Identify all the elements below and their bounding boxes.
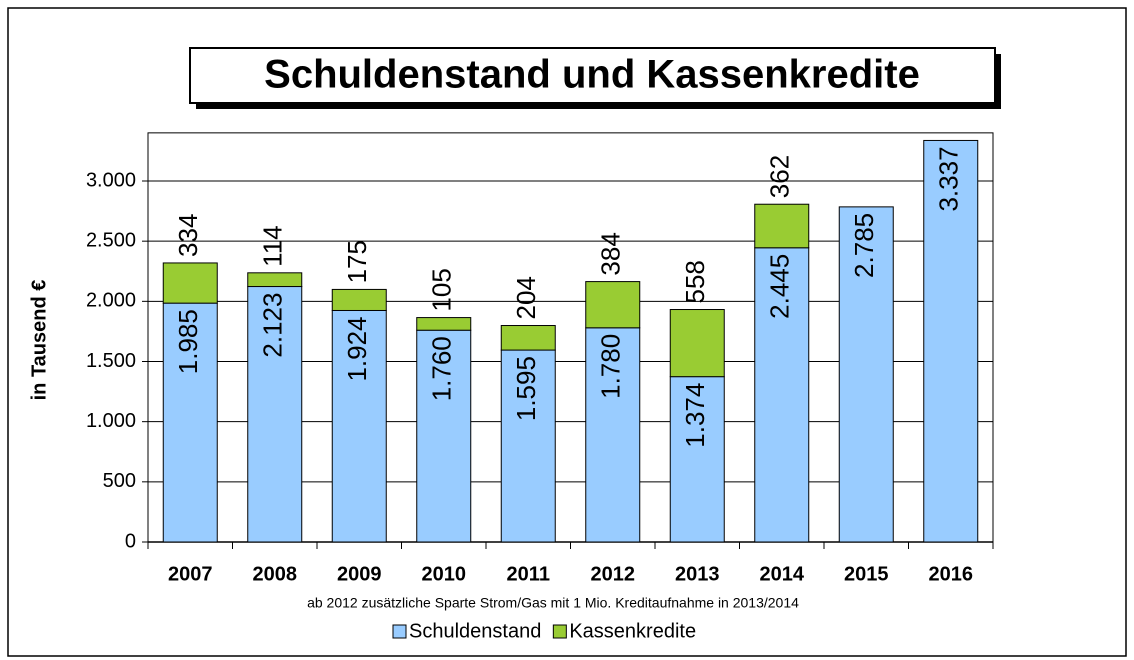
bar-segment: [669, 376, 725, 543]
bar-segment: [162, 262, 218, 304]
x-tick-label: 2007: [168, 563, 213, 585]
data-label: 1.760: [427, 336, 457, 401]
annotation: ab 2012 zusätzliche Sparte Strom/Gas mit…: [307, 595, 799, 611]
bar-segment: [247, 286, 303, 543]
x-tick-label: 2008: [253, 563, 298, 585]
x-tick-label: 2009: [337, 563, 382, 585]
bar-segment: [331, 309, 387, 543]
data-label: 105: [427, 268, 457, 311]
x-tick-label: 2010: [422, 563, 467, 585]
data-label: 558: [680, 260, 710, 303]
title-box: [189, 47, 996, 104]
bar-segment: [247, 272, 303, 288]
bar-segment: [838, 206, 894, 543]
bar-segment: [500, 349, 556, 543]
bar-segment: [669, 309, 725, 378]
data-label: 1.374: [680, 383, 710, 448]
x-tick-label: 2012: [591, 563, 636, 585]
y-tick-label: 3.000: [86, 169, 136, 191]
x-tick-label: 2014: [760, 563, 805, 585]
bar-segment: [585, 281, 641, 329]
data-label: 2.123: [258, 293, 288, 358]
data-label: 1.985: [173, 309, 203, 374]
data-label: 384: [596, 232, 626, 275]
bar-segment: [162, 302, 218, 543]
data-label: 1.595: [511, 356, 541, 421]
data-label: 204: [511, 276, 541, 319]
data-label: 114: [258, 225, 288, 266]
y-tick-label: 0: [125, 530, 136, 552]
bar-segment: [416, 317, 472, 331]
data-label: 3.337: [934, 146, 964, 211]
data-label: 2.445: [765, 254, 795, 319]
y-tick-label: 2.000: [86, 290, 136, 312]
x-tick-label: 2013: [675, 563, 720, 585]
data-label: 362: [765, 155, 795, 198]
x-tick-label: 2011: [507, 563, 550, 585]
bar-segment: [923, 139, 979, 543]
data-label: 1.780: [596, 334, 626, 399]
y-tick-label: 2.500: [86, 229, 136, 251]
bar-segment: [585, 327, 641, 543]
bar-segment: [416, 329, 472, 543]
y-tick-label: 500: [103, 470, 136, 492]
legend-label: Kassenkredite: [569, 620, 696, 642]
chart-title: Schuldenstand und Kassenkredite: [264, 53, 920, 97]
bar-segment: [331, 288, 387, 311]
bar-segment: [754, 203, 810, 249]
data-label: 175: [342, 240, 372, 283]
y-axis-label: in Tausend €: [28, 280, 50, 401]
data-label: 1.924: [342, 316, 372, 381]
x-tick-label: 2015: [844, 563, 889, 585]
x-tick-label: 2016: [929, 563, 974, 585]
legend-swatch: [392, 624, 407, 639]
bar-segment: [754, 247, 810, 543]
legend-swatch: [552, 624, 567, 639]
data-label: 2.785: [849, 213, 879, 278]
y-tick-label: 1.500: [86, 350, 136, 372]
bar-segment: [500, 325, 556, 351]
data-label: 334: [173, 214, 203, 257]
y-tick-label: 1.000: [86, 410, 136, 432]
legend-label: Schuldenstand: [409, 620, 541, 642]
